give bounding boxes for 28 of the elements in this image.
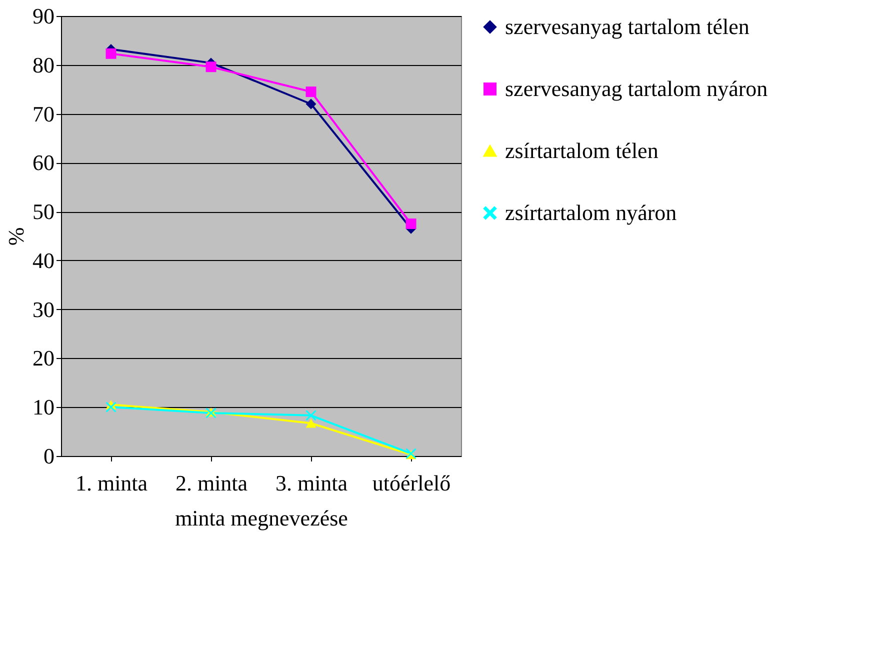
y-tick-label: 20	[32, 346, 54, 371]
legend-label: zsírtartalom nyáron	[505, 200, 677, 225]
x-tick-label: 2. minta	[175, 470, 248, 496]
y-tick-label: 90	[32, 4, 54, 28]
point	[106, 48, 116, 59]
point	[206, 62, 216, 72]
x-tick-label: 3. minta	[275, 470, 348, 496]
y-tick-label: 80	[32, 52, 54, 78]
point	[106, 402, 116, 412]
point	[406, 218, 416, 230]
point	[306, 98, 316, 110]
point	[306, 410, 316, 421]
x-tick-label: 1. minta	[75, 470, 148, 496]
y-tick-label: 30	[32, 296, 54, 322]
y-axis-title: %	[4, 227, 28, 246]
point	[306, 86, 316, 98]
legend-label: zsírtartalom télen	[505, 138, 658, 163]
y-tick-label: 60	[32, 150, 54, 176]
y-tick-label: 40	[32, 248, 54, 273]
legend-label: szervesanyag tartalom nyáron	[505, 76, 768, 101]
legend-label: szervesanyag tartalom télen	[505, 14, 750, 39]
y-tick-label: 0	[44, 444, 54, 468]
x-axis-title: minta megnevezése	[175, 506, 348, 530]
y-tick-label: 70	[32, 101, 54, 126]
y-tick-label: 50	[32, 199, 54, 224]
x-tick-label: utóérlelő	[372, 470, 451, 496]
point	[306, 418, 316, 428]
y-tick-label: 10	[32, 394, 54, 420]
